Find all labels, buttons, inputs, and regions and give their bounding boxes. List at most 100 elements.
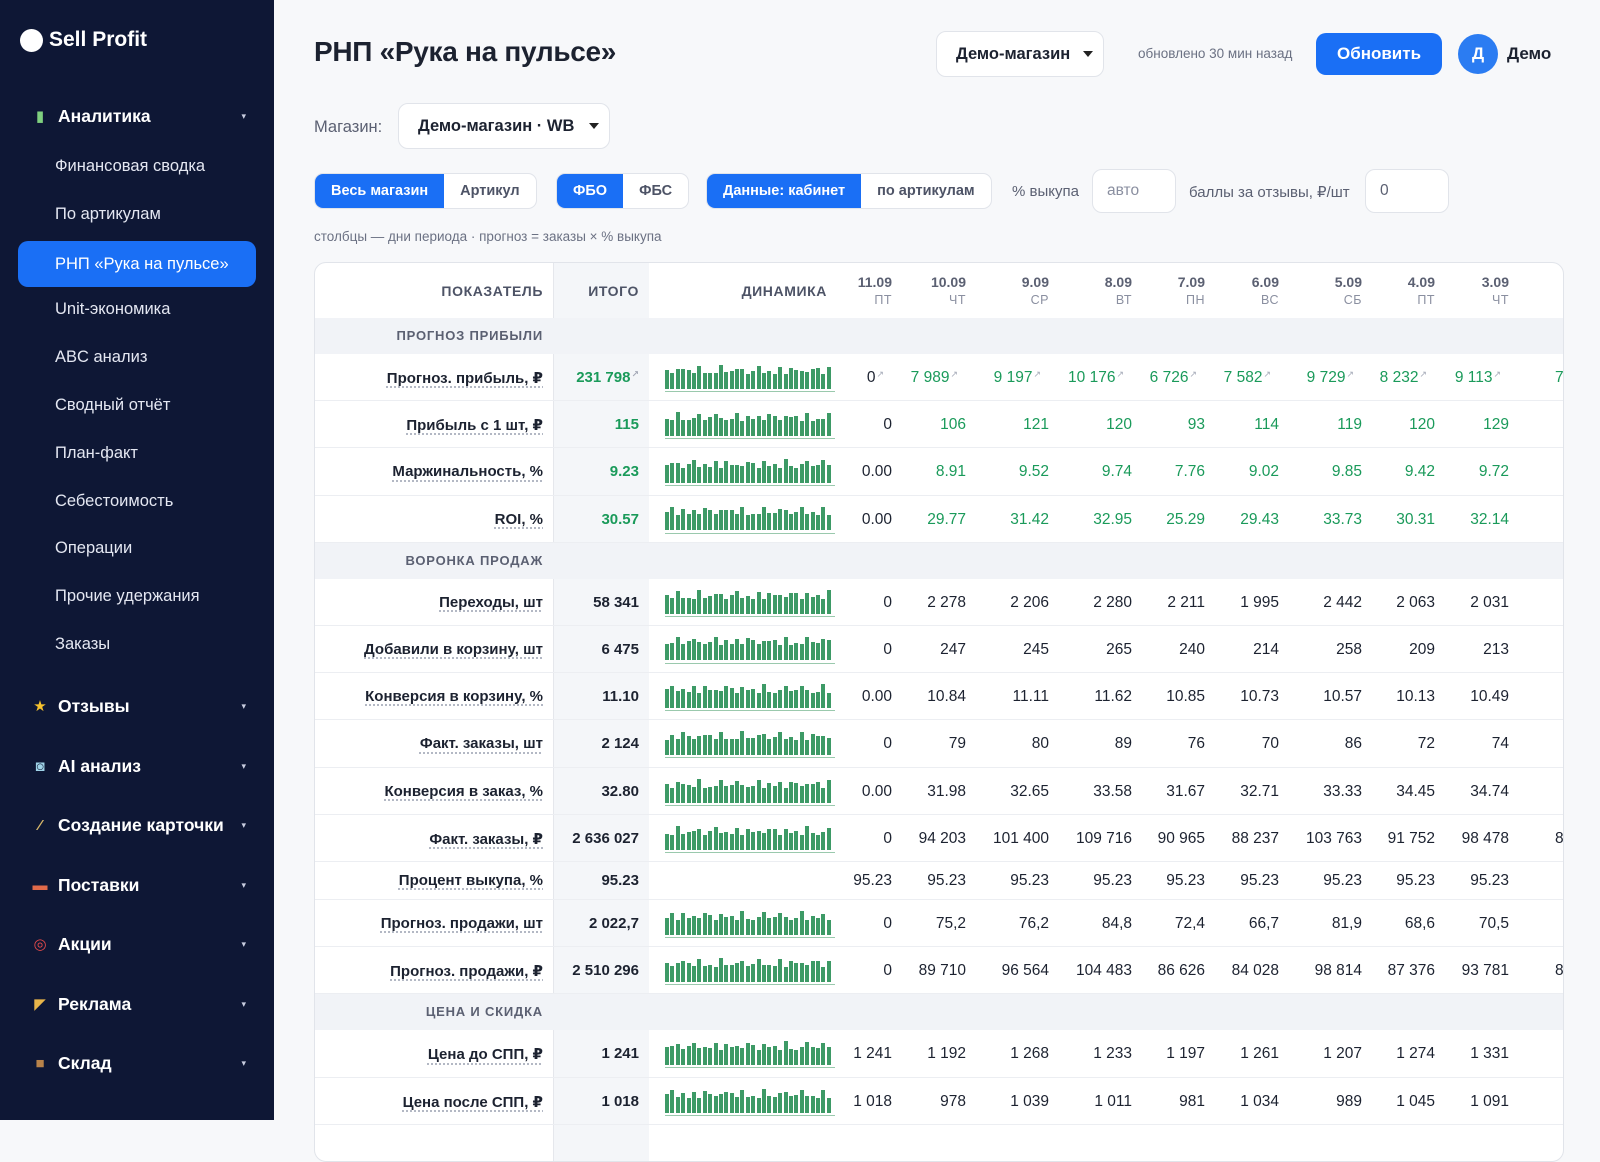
table-row[interactable]: Прогноз. продажи, ₽ 2 510 296 0 89 710 96 5… [315,947,1563,995]
sidebar-item-6[interactable]: План-факт [55,443,138,462]
sidebar-group-5[interactable]: ◎ Акции ▾ [30,934,246,955]
sparkline-bar [756,735,761,756]
buyout-input[interactable]: авто [1092,169,1176,213]
sparkline[interactable] [665,1041,835,1069]
row-metric-name[interactable]: Прогноз. прибыль, ₽ [386,370,543,387]
sparkline[interactable] [665,589,835,617]
table-row[interactable]: Конверсия в корзину, % 11.10 0.00 10.84 11.… [315,673,1563,721]
sidebar-item-10[interactable]: Заказы [55,635,111,653]
sidebar-item-3[interactable]: Unit-экономика [55,300,171,319]
row-metric-name[interactable]: Конверсия в заказ, % [384,782,543,800]
sidebar-item-8[interactable]: Операции [55,539,133,558]
row-metric-name[interactable]: ROI, % [494,510,543,528]
day-header-1[interactable]: 10.09 ЧТ [906,273,966,309]
row-metric-name[interactable]: Маржинальность, % [392,463,543,481]
table-row[interactable]: Цена после СПП, ₽ 1 018 1 018 978 1 039 1 01… [315,1078,1563,1125]
row-metric-name[interactable]: Переходы, шт [439,593,543,611]
sidebar-item-5[interactable]: Сводный отчёт [55,396,171,414]
sparkline-bar [686,736,691,756]
sidebar-group-6[interactable]: ◤ Реклама ▾ [30,994,246,1015]
row-metric-name[interactable]: Прогноз. продажи, шт [380,915,543,932]
row-metric-name[interactable]: Цена после СПП, ₽ [402,1093,543,1111]
sidebar-item-7[interactable]: Себестоимость [55,491,174,510]
store-select[interactable]: Демо-магазин [936,31,1104,77]
sparkline-bar [681,913,686,935]
table-row[interactable]: Цена до СПП, ₽ 1 241 1 241 1 192 1 268 1 233… [315,1030,1563,1078]
source-option-1[interactable]: по артикулам [877,183,975,199]
sparkline-bar [708,965,713,983]
row-metric-name[interactable]: Факт. заказы, ₽ [429,830,543,848]
sparkline[interactable] [665,506,835,534]
sparkline-bar [681,508,686,530]
sparkline[interactable] [665,1088,835,1116]
row-metric-name[interactable]: Добавили в корзину, шт [364,641,543,658]
sparkline[interactable] [665,778,835,806]
avatar[interactable]: Д [1458,34,1498,74]
day-header-7[interactable]: 4.09 ПТ [1375,273,1435,309]
sparkline-bar [740,421,745,437]
sparkline[interactable] [665,825,835,853]
day-header-5[interactable]: 6.09 ВС [1219,273,1279,309]
row-metric-name[interactable]: Факт. заказы, шт [419,735,543,753]
table-row[interactable]: Прогноз. прибыль, ₽ 231 798↗ 0↗ 7 989↗ 9 19… [315,354,1563,402]
day-header-6[interactable]: 5.09 СБ [1302,273,1362,309]
sidebar-group-2[interactable]: ◙ AI анализ ▾ [30,756,246,777]
sidebar-group-3[interactable]: ⁄ Создание карточки ▾ [30,815,246,836]
sidebar-group-0[interactable]: ▮ Аналитика ▾ [30,106,246,127]
table-row[interactable]: Переходы, шт 58 341 0 2 278 2 206 2 280 2 211… [315,579,1563,626]
sidebar-item-4[interactable]: ABC анализ [55,348,148,367]
sidebar-item-0[interactable]: Финансовая сводка [55,157,206,175]
logo[interactable]: Sell Profit [20,28,147,52]
table-row[interactable]: Прибыль с 1 шт, ₽ 115 0 106 121 120 93 114 119 1… [315,401,1563,449]
sparkline[interactable] [665,365,835,392]
sidebar-group-4[interactable]: ▬ Поставки ▾ [30,875,247,896]
sparkline-bar [665,833,669,850]
cell-value: 75,2 [935,915,966,932]
day-header-4[interactable]: 7.09 ПН [1145,273,1205,309]
marketplace-store-select[interactable]: Демо-магазин · WB [398,103,610,149]
row-metric-name[interactable]: Процент выкупа, % [398,872,543,889]
sparkline[interactable] [665,731,835,759]
sparkline[interactable] [665,637,835,664]
sparkline-bar [810,832,815,850]
table-row[interactable]: Факт. заказы, ₽ 2 636 027 0 94 203 101 400 1… [315,815,1563,862]
table-row[interactable]: Факт. заказы, шт 2 124 0 79 80 89 76 70 86 72 74 [315,720,1563,768]
row-metric-name[interactable]: Цена до СПП, ₽ [427,1046,543,1064]
row-metric-name[interactable]: Прогноз. продажи, ₽ [390,963,543,981]
warehouse-option-1[interactable]: ФБС [639,183,673,199]
day-header-8[interactable]: 3.09 ЧТ [1449,273,1509,309]
box-icon: ■ [35,1054,45,1072]
row-metric-name[interactable]: Прибыль с 1 шт, ₽ [406,417,543,435]
warehouse-option-0[interactable]: ФБО [557,174,624,208]
sidebar-group-7[interactable]: ■ Склад ▾ [30,1053,246,1074]
refresh-button[interactable]: Обновить [1316,33,1442,75]
sparkline[interactable] [665,459,835,487]
sparkline-bar [724,1091,729,1113]
sparkline[interactable] [665,684,835,712]
sparkline-bar [756,693,761,709]
scope-option-1[interactable]: Артикул [460,183,520,199]
table-row[interactable]: Маржинальность, % 9.23 0.00 8.91 9.52 9.74 7.… [315,448,1563,496]
table-row[interactable]: Добавили в корзину, шт 6 475 0 247 245 265 24… [315,626,1563,674]
day-of-week: СР [1030,293,1049,307]
sidebar-group-1[interactable]: ★ Отзывы ▾ [30,696,246,717]
sidebar-item-9[interactable]: Прочие удержания [55,587,200,606]
table-row[interactable]: Конверсия в заказ, % 32.80 0.00 31.98 32.65… [315,768,1563,815]
row-metric-name[interactable]: Конверсия в корзину, % [365,688,543,706]
sidebar-item-2[interactable]: РНП «Рука на пульсе» [18,240,256,287]
scope-option-0[interactable]: Весь магазин [315,174,445,208]
table-row[interactable]: Прогноз. продажи, шт 2 022,7 0 75,2 76,2 84,… [315,900,1563,948]
source-option-0[interactable]: Данные: кабинет [707,174,862,208]
day-header-3[interactable]: 8.09 ВТ [1072,273,1132,309]
table-row[interactable]: Процент выкупа, % 95.23 95.23 95.23 95.23 95… [315,862,1563,900]
user-name[interactable]: Демо [1507,44,1552,63]
sparkline-bar [691,739,696,756]
day-header-2[interactable]: 9.09 СР [989,273,1049,309]
sparkline[interactable] [665,412,835,440]
sidebar-item-1[interactable]: По артикулам [55,204,161,223]
day-header-0[interactable]: 11.09 ПТ [832,273,892,309]
reviews-points-input[interactable]: 0 [1365,169,1449,213]
table-row[interactable]: ROI, % 30.57 0.00 29.77 31.42 32.95 25.29 29.4… [315,496,1563,543]
sparkline[interactable] [665,958,835,986]
sparkline[interactable] [665,911,835,938]
